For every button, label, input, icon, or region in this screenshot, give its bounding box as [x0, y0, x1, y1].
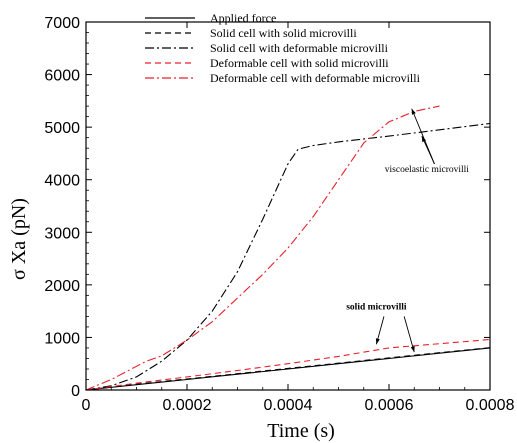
x-tick-label: 0.0002 — [163, 397, 212, 414]
annotation-label-1: solid microvilli — [346, 303, 407, 313]
y-tick-label: 2000 — [44, 278, 80, 295]
series-line-0 — [85, 347, 491, 391]
legend-label-4: Deformable cell with deformable microvil… — [210, 71, 421, 85]
grid-area — [85, 105, 491, 391]
annotation-arrow-head — [421, 136, 427, 143]
y-tick-label: 3000 — [44, 225, 80, 242]
y-axis-title: σ Xa (pN) — [8, 198, 30, 280]
annotation-arrow-head — [410, 346, 415, 353]
y-tick-label: 5000 — [44, 120, 80, 137]
annotation-arrow-head — [375, 338, 380, 345]
x-tick-label: 0 — [82, 397, 91, 414]
y-tick-label: 4000 — [44, 173, 80, 190]
series-line-4 — [85, 105, 440, 391]
legend-label-2: Solid cell with deformable microvilli — [210, 41, 389, 55]
annotation-label-0: viscoelastic microvilli — [385, 165, 470, 175]
y-tick-label: 7000 — [44, 15, 80, 32]
axes — [85, 21, 491, 391]
annotation-arrow-line — [403, 316, 415, 353]
series-line-2 — [85, 122, 491, 391]
legend-label-0: Applied force — [210, 11, 276, 25]
series-line-3 — [85, 338, 491, 391]
tick-labels: 0 1000 2000 3000 4000 5000 6000 7000 0 0.0002 0.00… — [44, 15, 514, 414]
x-tick-label: 0.0006 — [365, 397, 414, 414]
y-tick-label: 0 — [71, 383, 80, 400]
series-line-1 — [85, 347, 491, 391]
x-tick-label: 0.0008 — [466, 397, 515, 414]
x-tick-label: 0.0004 — [264, 397, 313, 414]
x-axis-title: Time (s) — [267, 420, 335, 442]
legend-label-3: Deformable cell with solid microvilli — [210, 56, 389, 70]
legend-label-1: Solid cell with solid microvilli — [210, 26, 357, 40]
annotation-arrow-head — [411, 108, 416, 115]
y-tick-label: 6000 — [44, 68, 80, 85]
y-tick-label: 1000 — [44, 330, 80, 347]
annotations: viscoelastic microvilli solid microvilli — [346, 108, 470, 353]
